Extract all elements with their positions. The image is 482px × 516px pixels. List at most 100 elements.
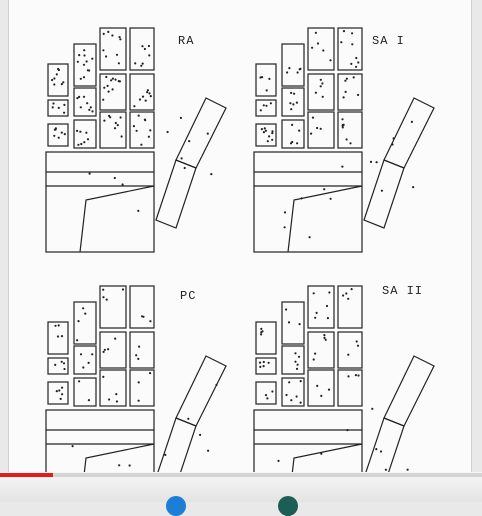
receptor-dot	[267, 361, 270, 364]
receptor-dot	[315, 311, 318, 314]
receptor-dot	[113, 127, 117, 130]
receptor-dot	[164, 453, 167, 456]
receptor-dot	[91, 353, 94, 356]
receptor-dot	[105, 75, 108, 79]
receptor-dot	[115, 53, 119, 56]
receptor-dot	[83, 54, 86, 57]
receptor-dot	[79, 130, 82, 133]
receptor-dot	[78, 54, 81, 57]
receptor-dot	[321, 82, 324, 85]
receptor-dot	[107, 90, 110, 93]
receptor-dot	[53, 83, 56, 86]
receptor-dot	[141, 62, 144, 65]
receptor-dot	[262, 360, 265, 364]
receptor-dot	[88, 172, 91, 175]
receptor-dot	[290, 91, 293, 94]
receptor-dot	[259, 365, 262, 368]
receptor-dot	[87, 361, 90, 364]
receptor-dot	[137, 209, 140, 212]
receptor-dot	[135, 129, 138, 132]
receptor-dot	[180, 157, 183, 160]
receptor-dot	[347, 297, 350, 300]
receptor-dot	[78, 95, 81, 98]
control-button-teal[interactable]	[278, 496, 298, 516]
receptor-dot	[82, 95, 86, 98]
progress-bar[interactable]	[0, 473, 482, 477]
receptor-dot	[147, 135, 150, 138]
receptor-dot	[298, 129, 301, 132]
receptor-dot	[319, 78, 322, 81]
receptor-dot	[51, 78, 54, 82]
receptor-dot	[61, 386, 64, 389]
receptor-dot	[83, 49, 86, 52]
receptor-dot	[102, 98, 105, 101]
receptor-dot	[79, 353, 83, 356]
receptor-dot	[260, 331, 263, 334]
receptor-dot	[85, 131, 88, 134]
receptor-dot	[86, 138, 90, 141]
receptor-dot	[287, 321, 291, 324]
receptor-dot	[76, 129, 79, 132]
receptor-dot	[349, 142, 352, 145]
receptor-dot	[59, 397, 62, 400]
receptor-dot	[354, 374, 357, 377]
receptor-dot	[63, 111, 66, 114]
receptor-dot	[269, 102, 272, 105]
receptor-dot	[294, 352, 297, 355]
receptor-dot	[294, 360, 297, 363]
receptor-dot	[271, 138, 274, 141]
receptor-dot	[262, 365, 265, 368]
receptor-dot	[412, 186, 415, 189]
receptor-dot	[260, 333, 263, 336]
receptor-dot	[344, 90, 347, 93]
receptor-dot	[311, 46, 314, 49]
receptor-dot	[128, 464, 131, 467]
receptor-dot	[285, 393, 288, 397]
receptor-dot	[138, 98, 142, 101]
receptor-dot	[140, 143, 143, 146]
receptor-dot	[314, 352, 317, 355]
receptor-dot	[55, 73, 58, 76]
receptor-dot	[357, 61, 360, 64]
receptor-dot	[308, 236, 311, 239]
receptor-dot	[410, 120, 413, 123]
receptor-dot	[108, 114, 111, 117]
receptor-dot	[345, 292, 348, 295]
receptor-dot	[290, 108, 293, 111]
receptor-dot	[149, 320, 152, 323]
receptor-dot	[296, 142, 299, 145]
receptor-dot	[138, 345, 141, 348]
receptor-dot	[325, 304, 329, 308]
control-button-blue[interactable]	[166, 496, 186, 516]
receptor-dot	[291, 140, 294, 144]
receptor-dot	[79, 77, 82, 80]
receptor-dot	[258, 361, 262, 364]
receptor-dot	[60, 83, 64, 86]
receptor-dot	[118, 464, 121, 467]
receptor-dot	[351, 43, 354, 46]
receptor-dot	[141, 95, 145, 98]
hand-diagram	[45, 285, 227, 472]
receptor-dot	[310, 132, 313, 135]
receptor-dot	[106, 84, 109, 87]
receptor-dot	[326, 317, 329, 320]
receptor-dot	[107, 30, 110, 33]
receptor-dot	[264, 129, 267, 132]
receptor-dot	[166, 130, 169, 134]
receptor-dot	[113, 176, 116, 180]
receptor-dot	[375, 448, 378, 451]
receptor-dot	[266, 140, 269, 143]
receptor-dot	[114, 78, 117, 81]
receptor-dot	[102, 49, 105, 52]
receptor-dot	[345, 138, 348, 141]
receptor-dot	[133, 105, 136, 108]
receptor-dot	[52, 102, 55, 105]
receptor-dot	[147, 44, 150, 48]
receptor-dot	[342, 294, 345, 297]
receptor-dot	[56, 335, 60, 338]
receptor-dot	[199, 433, 202, 436]
receptor-dot	[137, 114, 140, 117]
receptor-dot	[86, 102, 89, 105]
receptor-dot	[111, 34, 114, 37]
receptor-dot	[141, 45, 144, 48]
